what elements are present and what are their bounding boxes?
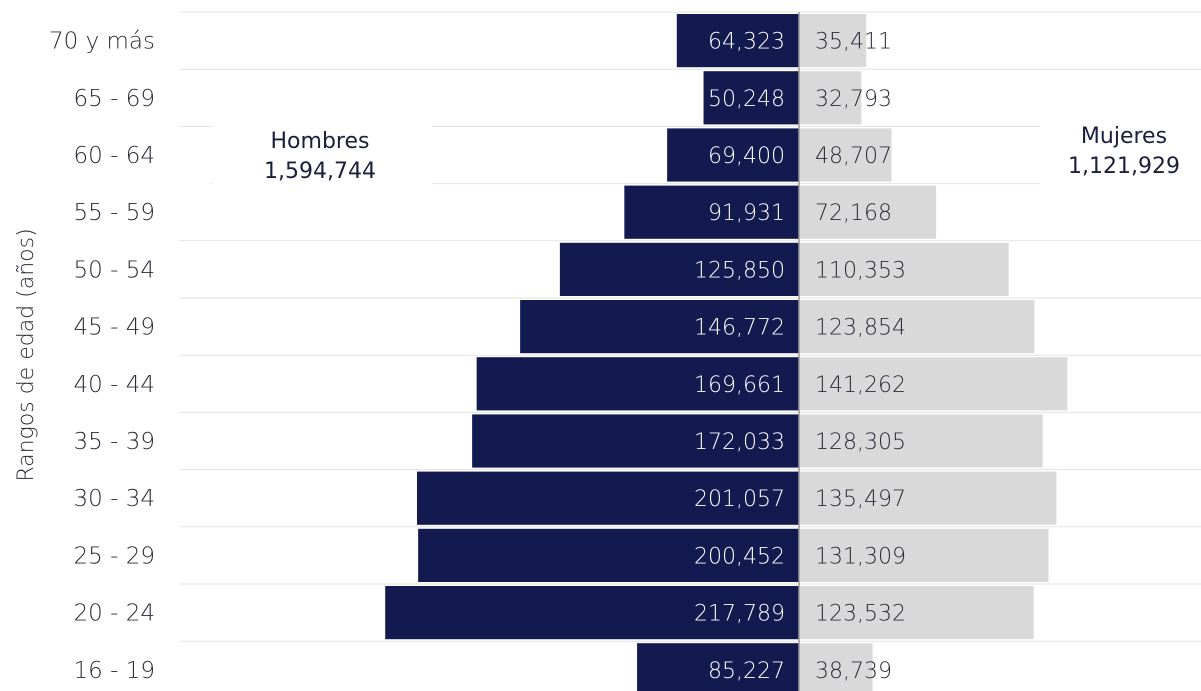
value-label-hombres: 125,850	[694, 258, 785, 283]
value-label-mujeres: 32,793	[815, 87, 892, 112]
bar-mujeres	[799, 643, 873, 691]
category-label: 45 - 49	[74, 315, 155, 341]
value-label-mujeres: 128,305	[815, 430, 906, 455]
category-label: 25 - 29	[74, 543, 155, 569]
category-label: 40 - 44	[74, 372, 155, 398]
bar-hombres	[472, 414, 799, 468]
category-labels: 70 y más 65 - 69 60 - 64 55 - 59 50 - 54 45 -…	[49, 29, 155, 684]
category-label: 65 - 69	[74, 86, 155, 112]
value-label-hombres: 201,057	[694, 487, 785, 512]
category-label: 55 - 59	[74, 200, 155, 226]
value-label-hombres: 91,931	[708, 201, 785, 226]
legend-hombres: Hombres 1,594,744	[264, 129, 376, 184]
legend-mujeres-name: Mujeres	[1081, 124, 1167, 149]
y-axis-title: Rangos de edad (años)	[14, 228, 39, 481]
value-label-mujeres: 72,168	[815, 201, 892, 226]
value-label-hombres: 50,248	[708, 87, 785, 112]
bar-hombres	[416, 471, 799, 525]
value-label-mujeres: 123,532	[815, 602, 906, 627]
legend-mujeres: Mujeres 1,121,929	[1068, 124, 1180, 179]
bar-mujeres	[799, 185, 937, 239]
category-label: 35 - 39	[74, 429, 155, 455]
value-label-hombres: 200,452	[694, 544, 785, 569]
category-label: 16 - 19	[74, 658, 155, 684]
bars	[385, 14, 1068, 691]
value-label-mujeres: 135,497	[815, 487, 906, 512]
legend-mujeres-backing	[1040, 116, 1201, 188]
bar-hombres	[385, 586, 799, 640]
value-label-hombres: 172,033	[694, 430, 785, 455]
bar-mujeres	[799, 128, 892, 182]
legend-mujeres-total: 1,121,929	[1068, 154, 1180, 179]
bar-mujeres	[799, 357, 1068, 411]
bar-mujeres	[799, 71, 862, 125]
value-label-mujeres: 141,262	[815, 373, 906, 398]
bar-hombres	[559, 242, 799, 296]
bar-mujeres	[799, 242, 1009, 296]
bar-hombres	[667, 128, 799, 182]
category-label: 50 - 54	[74, 257, 155, 283]
bar-mujeres	[799, 14, 867, 68]
bar-mujeres	[799, 471, 1057, 525]
bar-mujeres	[799, 414, 1043, 468]
legend-hombres-name: Hombres	[271, 129, 370, 154]
bar-hombres	[476, 357, 799, 411]
bar-mujeres	[799, 586, 1034, 640]
bar-mujeres	[799, 300, 1035, 354]
category-label: 70 y más	[49, 29, 155, 55]
bar-hombres	[676, 14, 799, 68]
legend-hombres-total: 1,594,744	[264, 159, 376, 184]
value-label-mujeres: 48,707	[815, 144, 892, 169]
bar-hombres	[637, 643, 799, 691]
value-label-hombres: 169,661	[694, 373, 785, 398]
category-label: 60 - 64	[74, 143, 155, 169]
bar-hombres	[520, 300, 799, 354]
value-label-hombres: 69,400	[708, 144, 785, 169]
value-label-hombres: 217,789	[694, 602, 785, 627]
legend-hombres-backing	[212, 120, 432, 192]
category-label: 30 - 34	[74, 486, 155, 512]
bar-mujeres	[799, 528, 1049, 582]
bar-hombres	[418, 528, 799, 582]
value-label-mujeres: 131,309	[815, 544, 906, 569]
value-label-hombres: 85,227	[708, 659, 785, 684]
bar-hombres	[703, 71, 799, 125]
value-label-mujeres: 35,411	[815, 30, 892, 55]
category-label: 20 - 24	[74, 601, 155, 627]
value-label-mujeres: 123,854	[815, 316, 906, 341]
bar-hombres	[624, 185, 799, 239]
value-label-mujeres: 38,739	[815, 659, 892, 684]
value-label-hombres: 146,772	[694, 316, 785, 341]
value-label-hombres: 64,323	[708, 30, 785, 55]
value-labels: 64,323 35,411 50,248 32,793 69,400 48,707 91,9…	[694, 30, 906, 684]
value-label-mujeres: 110,353	[815, 258, 906, 283]
